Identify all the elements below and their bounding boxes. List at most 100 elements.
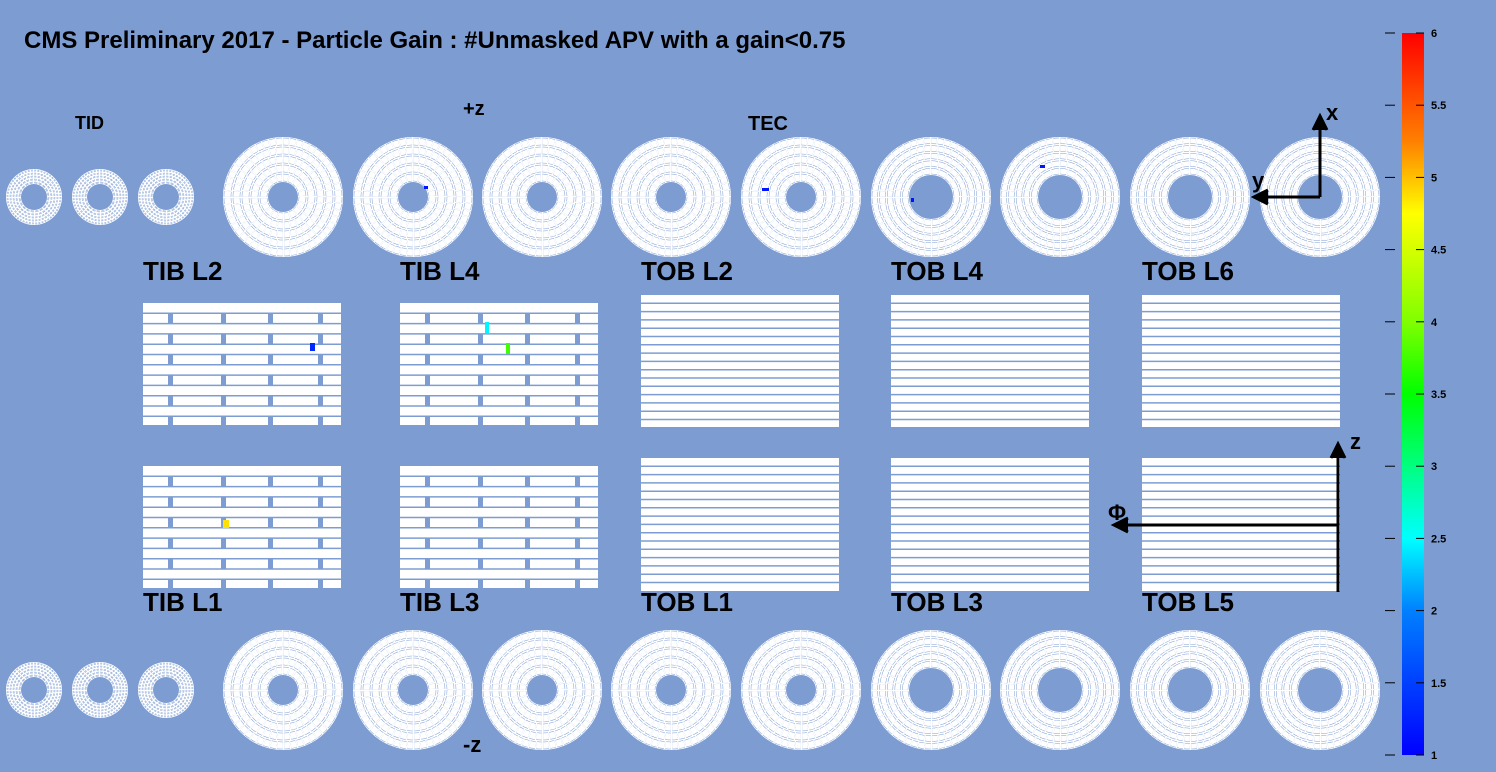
- layer-gap: [575, 558, 580, 570]
- layer-label: TOB L3: [891, 587, 983, 617]
- disk-module: [224, 138, 342, 256]
- disk-module: [483, 138, 601, 256]
- disk-module: [7, 663, 61, 717]
- layer-gap: [478, 416, 483, 427]
- layer-gap: [478, 476, 483, 487]
- layer-gap: [425, 579, 430, 590]
- disk-module: [372, 649, 454, 731]
- colorbar-tick-label: 6: [1431, 28, 1437, 40]
- disk-hole: [786, 675, 816, 705]
- layer-gap: [425, 558, 430, 570]
- disk-module: [148, 179, 184, 215]
- disk-module: [73, 170, 127, 224]
- disk-module: [7, 170, 61, 224]
- disk-module: [895, 654, 967, 726]
- disk-hole: [398, 675, 428, 705]
- layer-gap: [221, 537, 226, 549]
- disk-module: [1291, 168, 1349, 226]
- disk-module: [145, 669, 187, 711]
- colorbar-tick-label: 2: [1431, 606, 1437, 618]
- disk-module: [151, 675, 181, 705]
- disk-hole: [87, 184, 113, 210]
- layer-gap: [221, 579, 226, 590]
- tec-label: TEC: [748, 113, 788, 135]
- disk-module: [639, 165, 703, 229]
- layer-gap: [221, 416, 226, 427]
- disk-module: [10, 666, 58, 714]
- disk-module: [1031, 661, 1089, 719]
- axis-arrows: [1110, 112, 1347, 592]
- disk-hole: [909, 668, 953, 712]
- disk-module: [1291, 661, 1349, 719]
- layer-gap: [168, 476, 173, 487]
- disk-module: [242, 156, 324, 238]
- disk-module: [233, 640, 333, 740]
- flagged-modules: [223, 165, 1045, 528]
- plus-z-label: +z: [463, 98, 485, 120]
- layer-label: TIB L4: [400, 256, 480, 286]
- layer-gap: [268, 333, 273, 345]
- layer-gap: [221, 476, 226, 487]
- colorbar-tick-label: 4: [1431, 317, 1438, 329]
- z-axis-label: z: [1350, 429, 1361, 454]
- layer-gap: [575, 354, 580, 366]
- layer-gap: [575, 374, 580, 386]
- layer-gap: [221, 558, 226, 570]
- disk-module: [16, 179, 52, 215]
- disk-module: [895, 161, 967, 233]
- layer-gap: [575, 579, 580, 590]
- disk-hole: [527, 182, 557, 212]
- disk-hole: [656, 675, 686, 705]
- flagged-module: [424, 186, 428, 189]
- disk-module: [1138, 638, 1242, 742]
- disk-module: [483, 631, 601, 749]
- layer-gap: [575, 395, 580, 407]
- layer-label: TOB L5: [1142, 587, 1234, 617]
- disk-module: [372, 156, 454, 238]
- layer-gap: [575, 416, 580, 427]
- disk-module: [742, 138, 860, 256]
- disk-hole: [527, 675, 557, 705]
- layer-gap: [318, 333, 323, 345]
- layer-gap: [318, 354, 323, 366]
- layer-gap: [478, 313, 483, 324]
- layer-gap: [268, 395, 273, 407]
- disk-module: [260, 174, 306, 220]
- disk-module: [142, 173, 190, 221]
- layer-gap: [525, 416, 530, 427]
- disk-module: [902, 168, 960, 226]
- layer-gap: [318, 496, 323, 508]
- layer-gap: [478, 374, 483, 386]
- layer-gap: [525, 517, 530, 529]
- disk-module: [648, 667, 694, 713]
- disk-module: [769, 165, 833, 229]
- layer-gap: [425, 537, 430, 549]
- flagged-module: [310, 343, 315, 351]
- layer-label: TOB L2: [641, 256, 733, 286]
- layer-gap: [425, 476, 430, 487]
- disk-module: [251, 165, 315, 229]
- layer-gap: [318, 395, 323, 407]
- layer-gap: [525, 333, 530, 345]
- layer-gap: [525, 537, 530, 549]
- disk-module: [769, 658, 833, 722]
- layer-gap: [318, 579, 323, 590]
- disk-module: [648, 174, 694, 220]
- layer-gap: [575, 517, 580, 529]
- layer-gap: [425, 496, 430, 508]
- x-axis-label: x: [1326, 100, 1339, 125]
- disk-module: [1146, 153, 1234, 241]
- layer-gap: [525, 558, 530, 570]
- disk-module: [1284, 654, 1356, 726]
- layer-label: TOB L6: [1142, 256, 1234, 286]
- layer-gap: [425, 333, 430, 345]
- layer-gap: [221, 354, 226, 366]
- layer-gap: [268, 579, 273, 590]
- disk-hole: [786, 182, 816, 212]
- disk-module: [139, 170, 193, 224]
- disk-module: [73, 663, 127, 717]
- disk-hole: [21, 677, 47, 703]
- layer-gap: [525, 374, 530, 386]
- flagged-module: [223, 520, 229, 528]
- layer-label: TOB L4: [891, 256, 984, 286]
